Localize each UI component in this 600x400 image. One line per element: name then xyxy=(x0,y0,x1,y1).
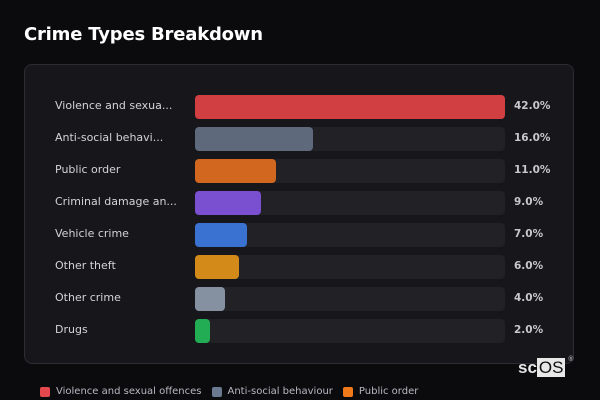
bar-label: Vehicle crime xyxy=(55,227,129,240)
scos-watermark-logo: sc OS ® xyxy=(518,356,573,378)
bar-track xyxy=(195,127,505,151)
legend-item[interactable]: Anti-social behaviour xyxy=(211,386,333,397)
bar-track xyxy=(195,95,505,119)
bar-track xyxy=(195,287,505,311)
bar-value: 2.0% xyxy=(514,324,544,336)
bar-fill[interactable] xyxy=(195,287,225,311)
bar-label: Anti-social behavi... xyxy=(55,131,164,144)
bar-value: 4.0% xyxy=(514,292,544,304)
bar-value: 42.0% xyxy=(514,100,551,112)
bar-row: Public order 11.0% xyxy=(25,159,573,183)
bar-fill[interactable] xyxy=(195,95,505,119)
watermark-prefix: sc xyxy=(518,358,537,377)
bar-label: Criminal damage an... xyxy=(55,195,177,208)
bar-row: Violence and sexua... 42.0% xyxy=(25,95,573,119)
bar-row: Criminal damage an... 9.0% xyxy=(25,191,573,215)
bar-row: Other theft 6.0% xyxy=(25,255,573,279)
legend-item[interactable]: Public order xyxy=(342,386,419,397)
bar-fill[interactable] xyxy=(195,223,247,247)
chart-card: Violence and sexua... 42.0% Anti-social be… xyxy=(24,64,574,364)
bar-row: Vehicle crime 7.0% xyxy=(25,223,573,247)
bar-track xyxy=(195,223,505,247)
bar-value: 16.0% xyxy=(514,132,551,144)
bar-label: Violence and sexua... xyxy=(55,99,173,112)
page-title: Crime Types Breakdown xyxy=(24,24,263,45)
registered-icon: ® xyxy=(568,356,574,363)
bar-track xyxy=(195,255,505,279)
bar-fill[interactable] xyxy=(195,127,314,151)
bar-value: 7.0% xyxy=(514,228,544,240)
bar-label: Other theft xyxy=(55,259,116,272)
bar-fill[interactable] xyxy=(195,191,262,215)
bar-value: 6.0% xyxy=(514,260,544,272)
legend-label: Anti-social behaviour xyxy=(227,386,333,397)
bar-track xyxy=(195,319,505,343)
legend-swatch-icon xyxy=(40,386,50,397)
bar-row: Drugs 2.0% xyxy=(25,319,573,343)
bar-row: Other crime 4.0% xyxy=(25,287,573,311)
bar-track xyxy=(195,191,505,215)
bar-label: Drugs xyxy=(55,323,88,336)
legend-swatch-icon xyxy=(211,386,222,397)
legend-swatch-icon xyxy=(342,386,353,397)
bar-track xyxy=(195,159,505,183)
bar-label: Public order xyxy=(55,163,121,176)
bar-value: 9.0% xyxy=(514,196,544,208)
bar-value: 11.0% xyxy=(514,164,551,176)
bar-fill[interactable] xyxy=(195,255,240,279)
bar-label: Other crime xyxy=(55,291,121,304)
legend-label: Violence and sexual offences xyxy=(56,386,202,397)
bar-fill[interactable] xyxy=(195,159,277,183)
legend-item[interactable]: Violence and sexual offences xyxy=(40,386,202,397)
bar-fill[interactable] xyxy=(195,319,210,343)
chart-legend: Violence and sexual offences Anti-social … xyxy=(40,386,418,397)
bar-row: Anti-social behavi... 16.0% xyxy=(25,127,573,151)
watermark-boxed: OS xyxy=(536,358,566,377)
legend-label: Public order xyxy=(358,386,419,397)
